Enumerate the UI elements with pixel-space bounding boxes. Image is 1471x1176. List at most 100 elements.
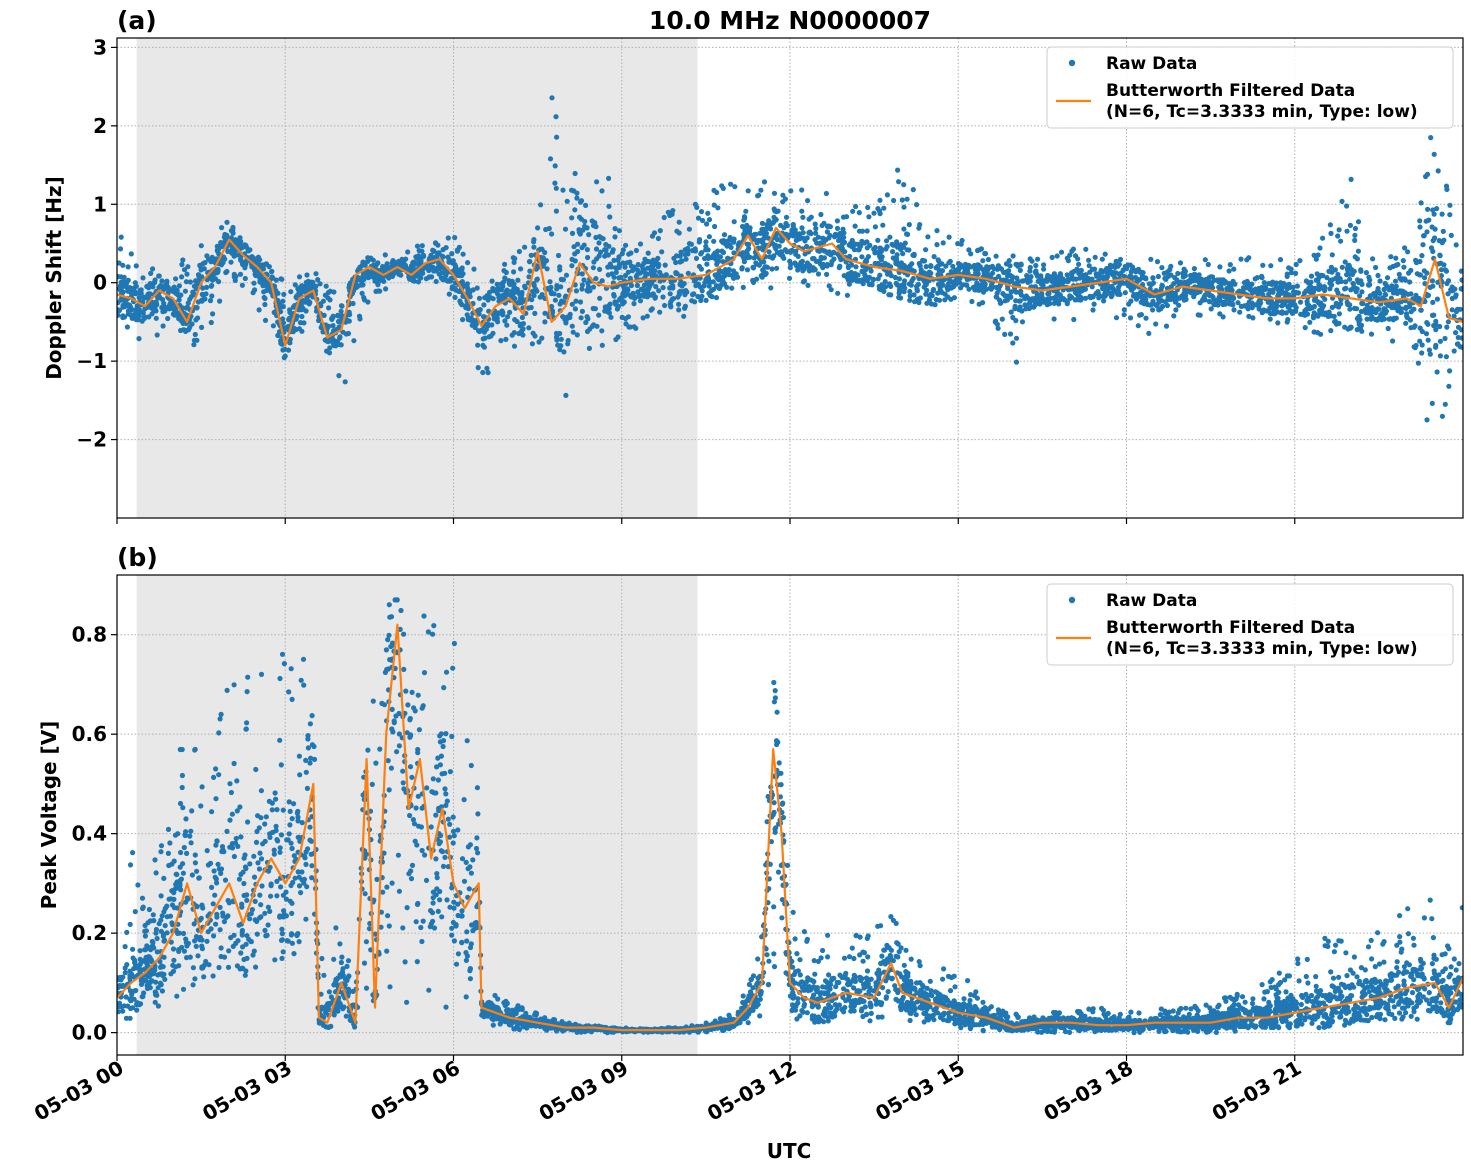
raw-data-point — [1405, 315, 1410, 320]
raw-data-point — [612, 275, 617, 280]
raw-data-point — [865, 228, 870, 233]
raw-data-point — [890, 249, 895, 254]
raw-data-point — [1164, 324, 1169, 329]
raw-data-point — [1424, 417, 1429, 422]
raw-data-point — [721, 279, 726, 284]
raw-data-point — [339, 309, 344, 314]
raw-data-point — [477, 296, 482, 301]
raw-data-point — [614, 270, 619, 275]
raw-data-point — [452, 833, 457, 838]
raw-data-point — [994, 254, 999, 259]
raw-data-point — [1073, 253, 1078, 258]
raw-data-point — [1149, 282, 1154, 287]
raw-data-point — [1312, 314, 1317, 319]
raw-data-point — [1250, 315, 1255, 320]
raw-data-point — [1351, 281, 1356, 286]
raw-data-point — [1333, 303, 1338, 308]
raw-data-point — [271, 323, 276, 328]
raw-data-point — [845, 293, 850, 298]
raw-data-point — [1230, 301, 1235, 306]
raw-data-point — [796, 254, 801, 259]
raw-data-point — [764, 271, 769, 276]
raw-data-point — [1209, 306, 1214, 311]
raw-data-point — [233, 278, 238, 283]
raw-data-point — [1438, 339, 1443, 344]
raw-data-point — [1238, 257, 1243, 262]
raw-data-point — [1420, 242, 1425, 247]
raw-data-point — [466, 306, 471, 311]
raw-data-point — [316, 318, 321, 323]
raw-data-point — [869, 268, 874, 273]
raw-data-point — [219, 945, 224, 950]
raw-data-point — [444, 670, 449, 675]
raw-data-point — [904, 231, 909, 236]
raw-data-point — [909, 957, 914, 962]
raw-data-point — [453, 264, 458, 269]
raw-data-point — [251, 854, 256, 859]
raw-data-point — [932, 254, 937, 259]
raw-data-point — [200, 905, 205, 910]
raw-data-point — [800, 215, 805, 220]
raw-data-point — [1409, 309, 1414, 314]
raw-data-point — [967, 998, 972, 1003]
raw-data-point — [771, 680, 776, 685]
raw-data-point — [907, 281, 912, 286]
raw-data-point — [678, 289, 683, 294]
raw-data-point — [999, 267, 1004, 272]
raw-data-point — [446, 235, 451, 240]
raw-data-point — [471, 267, 476, 272]
raw-data-point — [1171, 296, 1176, 301]
raw-data-point — [1430, 278, 1435, 283]
raw-data-point — [531, 281, 536, 286]
raw-data-point — [511, 269, 516, 274]
raw-data-point — [240, 283, 245, 288]
raw-data-point — [741, 218, 746, 223]
raw-data-point — [977, 302, 982, 307]
raw-data-point — [465, 312, 470, 317]
raw-data-point — [1357, 322, 1362, 327]
raw-data-point — [1388, 254, 1393, 259]
raw-data-point — [924, 301, 929, 306]
raw-data-point — [471, 287, 476, 292]
raw-data-point — [907, 298, 912, 303]
raw-data-point — [1243, 1000, 1248, 1005]
raw-data-point — [968, 251, 973, 256]
raw-data-point — [569, 263, 574, 268]
raw-data-point — [518, 266, 523, 271]
raw-data-point — [1343, 279, 1348, 284]
raw-data-point — [807, 267, 812, 272]
raw-data-point — [1253, 287, 1258, 292]
raw-data-point — [816, 235, 821, 240]
raw-data-point — [662, 303, 667, 308]
raw-data-point — [1018, 298, 1023, 303]
raw-data-point — [1101, 298, 1106, 303]
raw-data-point — [800, 268, 805, 273]
raw-data-point — [682, 306, 687, 311]
raw-data-point — [171, 285, 176, 290]
raw-data-point — [217, 299, 222, 304]
raw-data-point — [269, 269, 274, 274]
raw-data-point — [1266, 309, 1271, 314]
raw-data-point — [674, 271, 679, 276]
raw-data-point — [307, 825, 312, 830]
raw-data-point — [1090, 284, 1095, 289]
raw-data-point — [386, 758, 391, 763]
raw-data-point — [827, 283, 832, 288]
raw-data-point — [877, 284, 882, 289]
raw-data-point — [398, 273, 403, 278]
raw-data-point — [553, 298, 558, 303]
raw-data-point — [375, 282, 380, 287]
raw-data-point — [596, 240, 601, 245]
raw-data-point — [745, 267, 750, 272]
raw-data-point — [478, 307, 483, 312]
raw-data-point — [846, 263, 851, 268]
raw-data-point — [565, 199, 570, 204]
raw-data-point — [199, 325, 204, 330]
raw-data-point — [1360, 301, 1365, 306]
raw-data-point — [924, 264, 929, 269]
raw-data-point — [165, 316, 170, 321]
raw-data-point — [1128, 285, 1133, 290]
raw-data-point — [263, 262, 268, 267]
raw-data-point — [1231, 307, 1236, 312]
